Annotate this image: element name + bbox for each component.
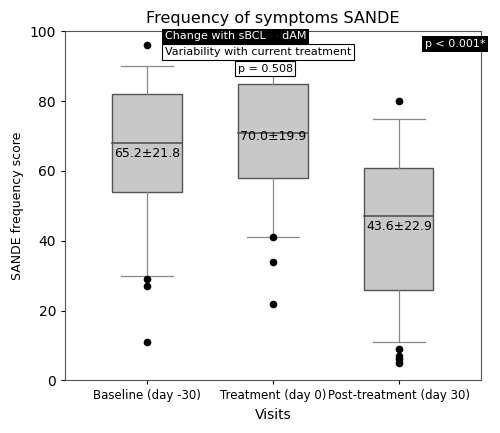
Bar (364, 168, 434, 290)
Text: 65.2±21.8: 65.2±21.8 (114, 147, 180, 160)
X-axis label: Visits: Visits (254, 408, 292, 422)
Bar (238, 84, 308, 178)
Bar (112, 94, 182, 192)
Text: 70.0±19.9: 70.0±19.9 (240, 129, 306, 142)
Text: p = 0.508: p = 0.508 (238, 64, 292, 74)
Text: Change with sBCL + dAM: Change with sBCL + dAM (165, 32, 306, 42)
Text: 43.6±22.9: 43.6±22.9 (366, 220, 432, 233)
Text: Variability with current treatment: Variability with current treatment (165, 47, 351, 57)
Title: Frequency of symptoms SANDE: Frequency of symptoms SANDE (146, 11, 400, 26)
Y-axis label: SANDE frequency score: SANDE frequency score (11, 132, 24, 280)
Text: p < 0.001*: p < 0.001* (424, 39, 485, 49)
